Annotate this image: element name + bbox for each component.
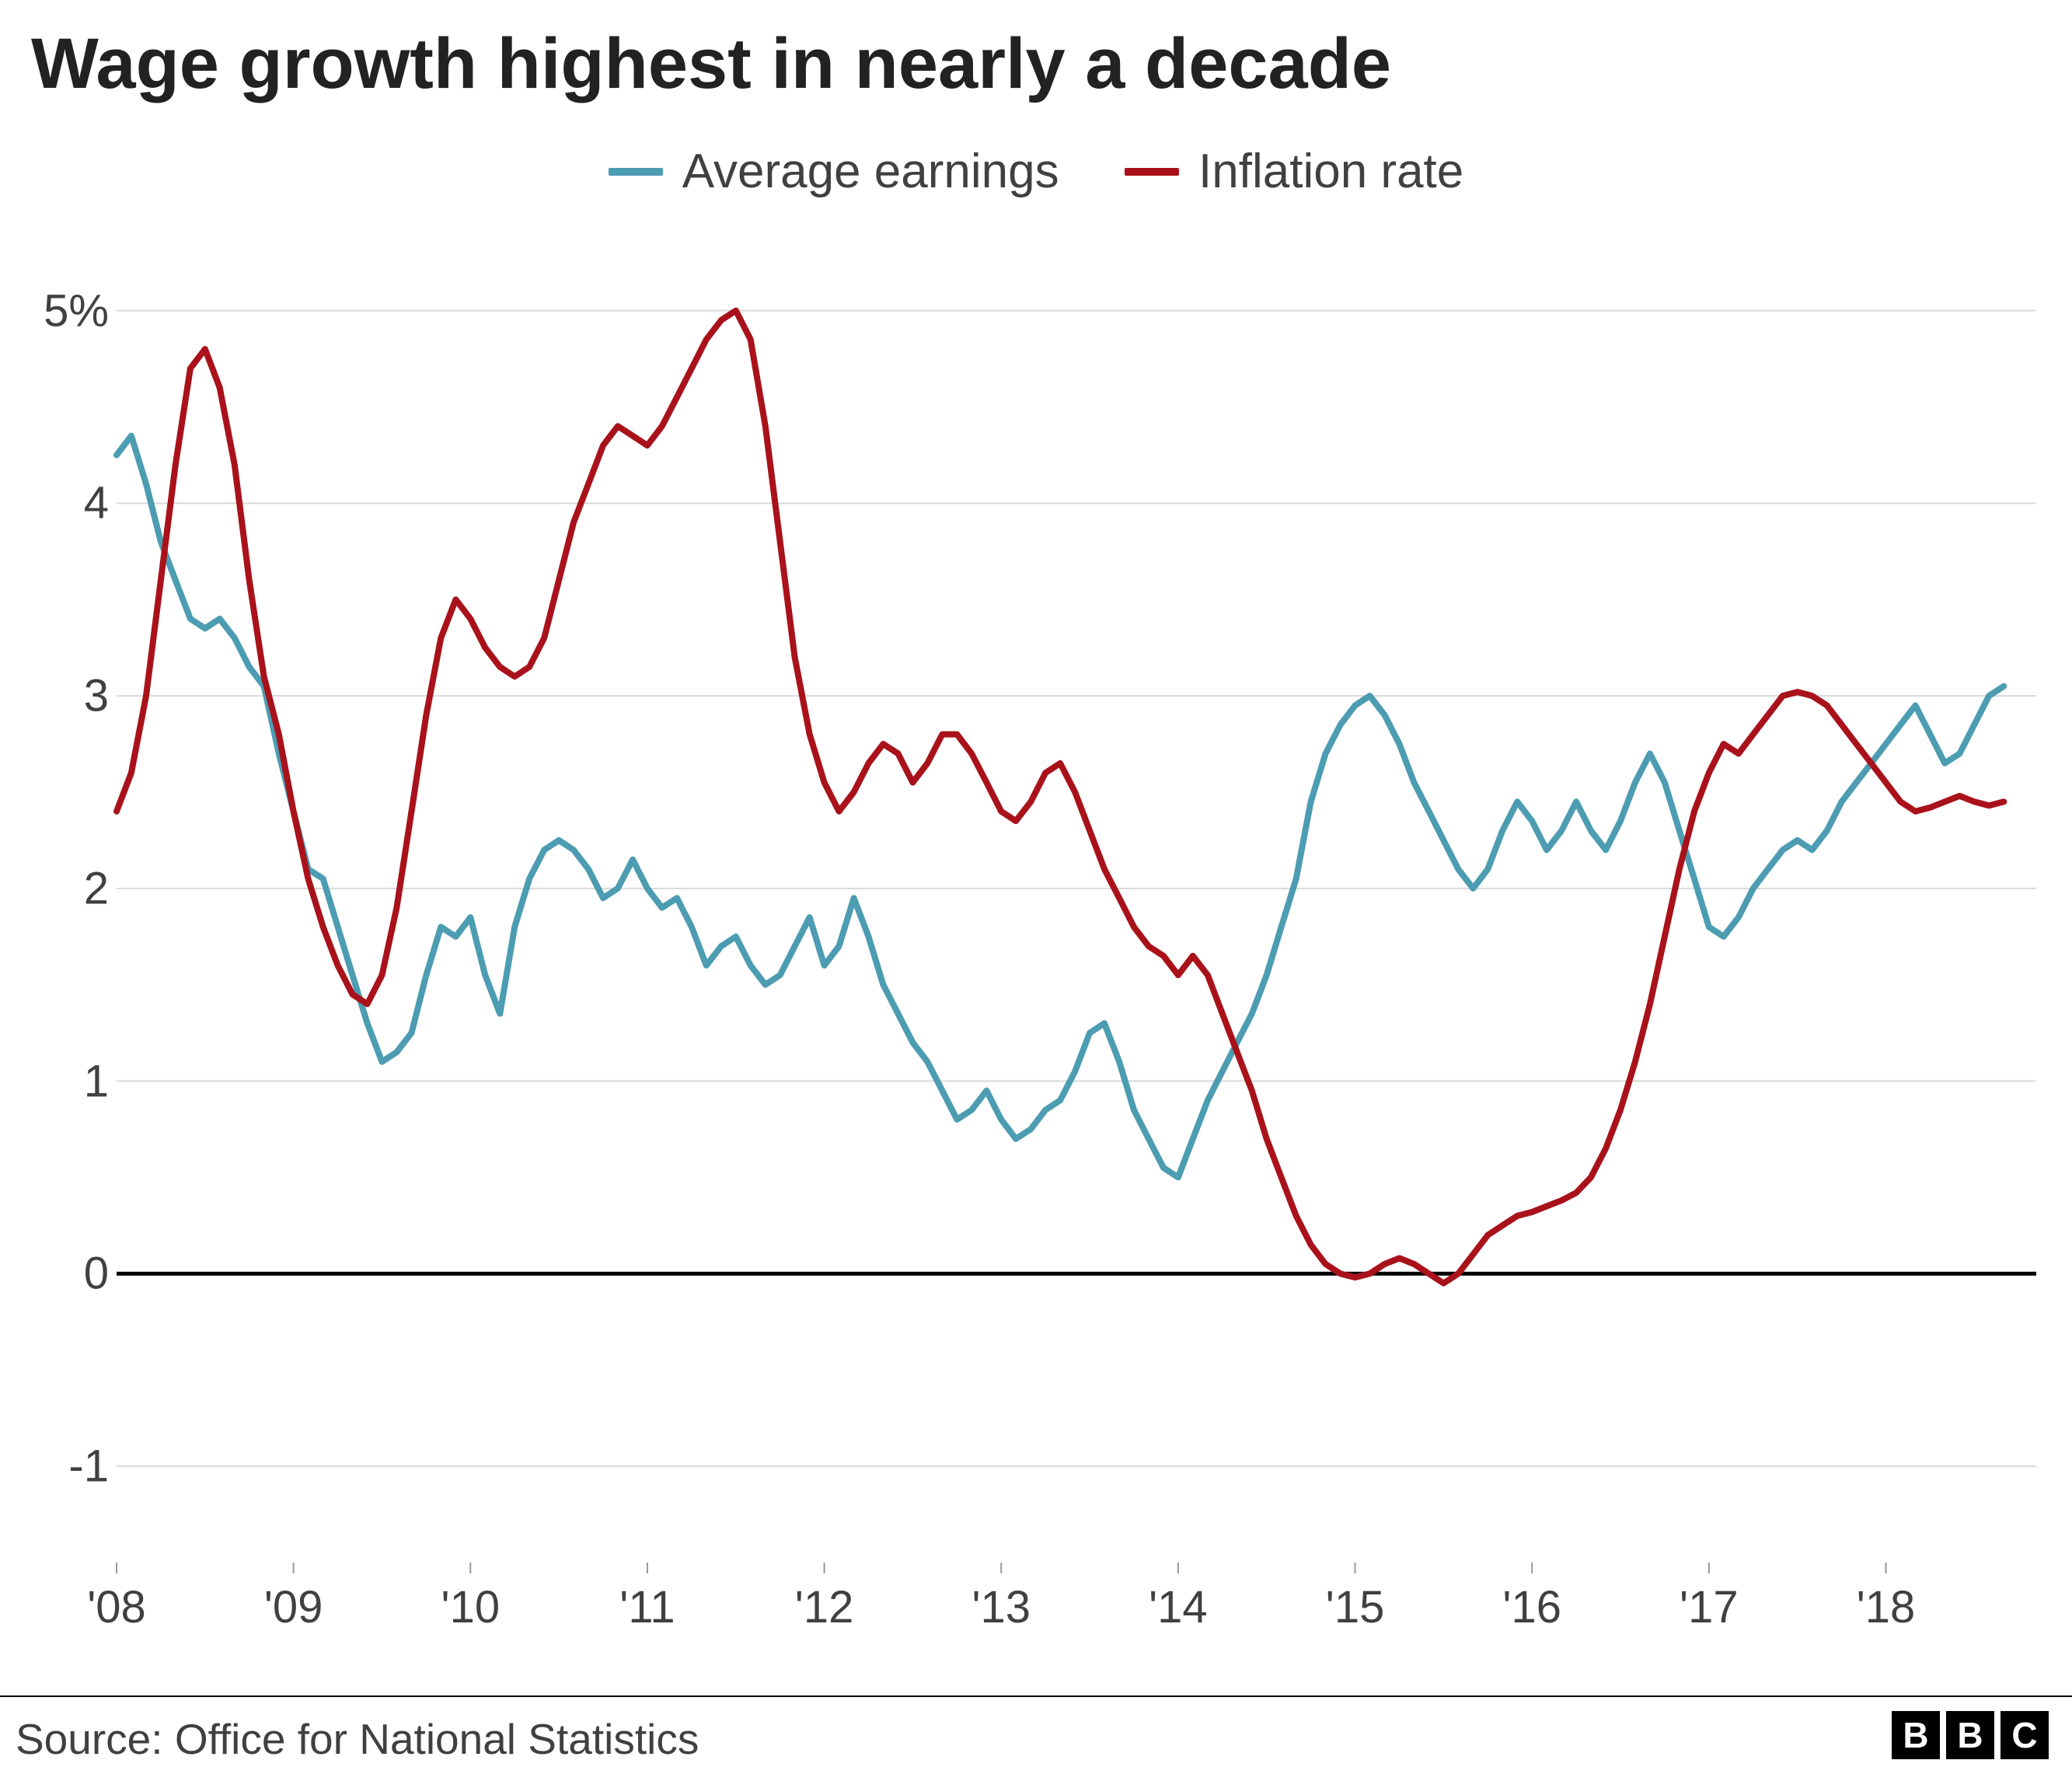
y-tick-label: 1: [84, 1055, 109, 1107]
x-tick-label: '08: [87, 1581, 146, 1633]
y-tick-label: 4: [84, 477, 109, 529]
legend-item-inflation: Inflation rate: [1125, 144, 1463, 199]
x-tick-label: '12: [795, 1581, 854, 1633]
x-tick-label: '10: [441, 1581, 501, 1633]
chart-svg: [0, 241, 2072, 1617]
bbc-logo: B B C: [1892, 1711, 2049, 1759]
x-tick-label: '16: [1502, 1581, 1561, 1633]
y-tick-label: 5%: [44, 285, 109, 337]
chart-plot-area: -1012345%'08'09'10'11'12'13'14'15'16'17'…: [0, 241, 2072, 1617]
x-tick-label: '11: [619, 1581, 675, 1633]
chart-container: Wage growth highest in nearly a decade A…: [0, 0, 2072, 1781]
y-tick-label: 2: [84, 862, 109, 914]
legend-swatch-earnings: [609, 168, 663, 176]
legend-label-earnings: Average earnings: [682, 144, 1059, 199]
x-tick-label: '15: [1326, 1581, 1385, 1633]
bbc-logo-block: B: [1892, 1711, 1940, 1759]
x-tick-label: '18: [1857, 1581, 1916, 1633]
x-tick-label: '09: [264, 1581, 323, 1633]
legend-item-earnings: Average earnings: [609, 144, 1059, 199]
chart-legend: Average earnings Inflation rate: [0, 144, 2072, 199]
chart-footer: Source: Office for National Statistics B…: [0, 1695, 2072, 1781]
x-tick-label: '13: [971, 1581, 1031, 1633]
x-tick-label: '17: [1680, 1581, 1739, 1633]
bbc-logo-block: C: [2000, 1711, 2049, 1759]
x-tick-label: '14: [1149, 1581, 1208, 1633]
y-tick-label: -1: [68, 1441, 109, 1493]
y-tick-label: 0: [84, 1248, 109, 1300]
chart-title: Wage growth highest in nearly a decade: [31, 23, 1391, 105]
source-text: Source: Office for National Statistics: [16, 1714, 699, 1764]
y-tick-label: 3: [84, 670, 109, 722]
bbc-logo-block: B: [1946, 1711, 1994, 1759]
legend-label-inflation: Inflation rate: [1198, 144, 1463, 199]
legend-swatch-inflation: [1125, 168, 1179, 176]
